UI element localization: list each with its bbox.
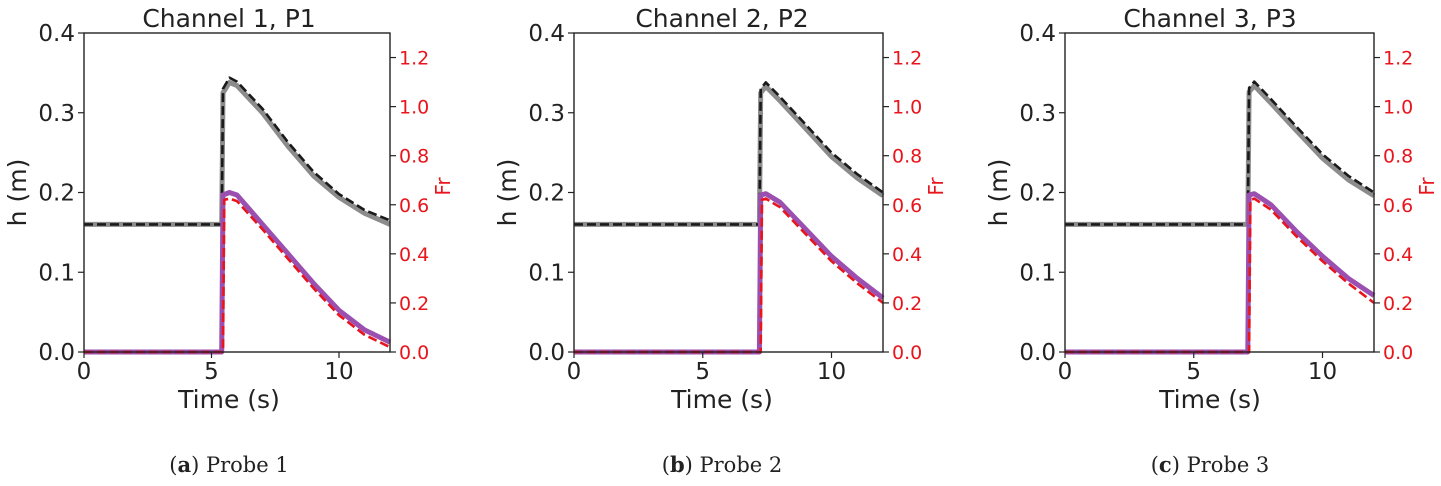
x-tick-label: 5 <box>695 359 710 385</box>
caption-text: ) Probe 1 <box>191 453 289 477</box>
y2-axis-label-2: Fr <box>924 177 948 196</box>
y2-tick-label: 0.4 <box>892 244 922 266</box>
y-tick-label: 0.2 <box>1019 181 1056 207</box>
y2-tick-label: 1.0 <box>892 97 922 119</box>
y-tick-label: 0.4 <box>528 21 565 47</box>
y-tick-label: 0.4 <box>1019 21 1056 47</box>
y-tick-label: 0.4 <box>38 21 75 47</box>
y-tick-label: 0.3 <box>528 101 565 127</box>
caption-text: ) Probe 2 <box>685 453 783 477</box>
y2-axis-label-1: Fr <box>431 177 455 196</box>
x-tick-label: 10 <box>1308 359 1337 385</box>
series-line-3-2 <box>1065 80 1375 226</box>
chart-title-3: Channel 3, P3 <box>1123 4 1296 33</box>
x-axis-label-1: Time (s) <box>177 385 280 414</box>
caption-2: (b) Probe 2 <box>662 452 782 477</box>
x-tick-label: 0 <box>77 359 92 385</box>
y2-tick-label: 1.0 <box>399 97 429 119</box>
y2-tick-label: 1.2 <box>399 48 429 70</box>
y-tick-label: 0.0 <box>38 340 75 366</box>
x-tick-label: 10 <box>324 359 353 385</box>
series-line-3-1 <box>1065 83 1376 227</box>
y2-tick-label: 0.0 <box>1383 342 1413 364</box>
chart-title-2: Channel 2, P2 <box>635 4 808 33</box>
y2-tick-label: 0.0 <box>892 342 922 364</box>
x-tick-label: 5 <box>1186 359 1201 385</box>
caption-label: a <box>178 452 192 477</box>
plot-frame-3 <box>1064 32 1375 353</box>
y-tick-label: 0.2 <box>38 181 75 207</box>
x-tick-label: 5 <box>204 359 219 385</box>
y2-tick-label: 0.2 <box>892 293 922 315</box>
y-tick-label: 0.1 <box>38 260 75 286</box>
y2-axis-label-3: Fr <box>1415 177 1439 196</box>
y2-tick-label: 0.2 <box>1383 293 1413 315</box>
y2-tick-label: 0.6 <box>1383 195 1413 217</box>
caption-label: b <box>670 452 685 477</box>
y2-tick-label: 0.6 <box>892 195 922 217</box>
y2-tick-label: 1.0 <box>1383 97 1413 119</box>
series-line-1-2 <box>84 76 391 226</box>
series-line-2-4 <box>574 197 884 354</box>
x-tick-label: 0 <box>567 359 582 385</box>
series-line-3-4 <box>1065 197 1375 354</box>
x-axis-label-2: Time (s) <box>670 385 773 414</box>
y-axis-label-3: h (m) <box>984 159 1013 227</box>
plot-frame-2 <box>573 32 884 353</box>
x-tick-label: 10 <box>817 359 846 385</box>
x-axis-label-3: Time (s) <box>1158 385 1261 414</box>
y2-tick-label: 0.4 <box>399 244 429 266</box>
caption-open-paren: ( <box>169 453 177 477</box>
y-tick-label: 0.0 <box>528 340 565 366</box>
y2-tick-label: 0.4 <box>1383 244 1413 266</box>
y-tick-label: 0.0 <box>1019 340 1056 366</box>
caption-label: c <box>1159 452 1172 477</box>
series-line-2-2 <box>574 81 884 226</box>
y2-tick-label: 0.2 <box>399 293 429 315</box>
series-line-3-3 <box>1065 191 1376 355</box>
caption-open-paren: ( <box>662 453 670 477</box>
y2-tick-label: 1.2 <box>1383 48 1413 70</box>
y2-tick-label: 0.0 <box>399 342 429 364</box>
y-tick-label: 0.3 <box>38 101 75 127</box>
y2-tick-label: 0.6 <box>399 195 429 217</box>
caption-open-paren: ( <box>1151 453 1159 477</box>
series-line-1-1 <box>84 79 392 227</box>
y2-tick-label: 0.8 <box>399 146 429 168</box>
series-line-1-4 <box>84 197 391 354</box>
y-axis-label-2: h (m) <box>493 159 522 227</box>
y-tick-label: 0.1 <box>528 260 565 286</box>
y-axis-label-1: h (m) <box>3 159 32 227</box>
y2-tick-label: 0.8 <box>1383 146 1413 168</box>
y-tick-label: 0.1 <box>1019 260 1056 286</box>
y2-tick-label: 1.2 <box>892 48 922 70</box>
series-line-1-3 <box>84 190 392 355</box>
chart-title-1: Channel 1, P1 <box>142 4 315 33</box>
caption-text: ) Probe 3 <box>1172 453 1270 477</box>
series-line-2-3 <box>574 191 885 355</box>
x-tick-label: 0 <box>1058 359 1073 385</box>
y2-tick-label: 0.8 <box>892 146 922 168</box>
caption-1: (a) Probe 1 <box>169 452 288 477</box>
y-tick-label: 0.2 <box>528 181 565 207</box>
caption-3: (c) Probe 3 <box>1151 452 1270 477</box>
y-tick-label: 0.3 <box>1019 101 1056 127</box>
